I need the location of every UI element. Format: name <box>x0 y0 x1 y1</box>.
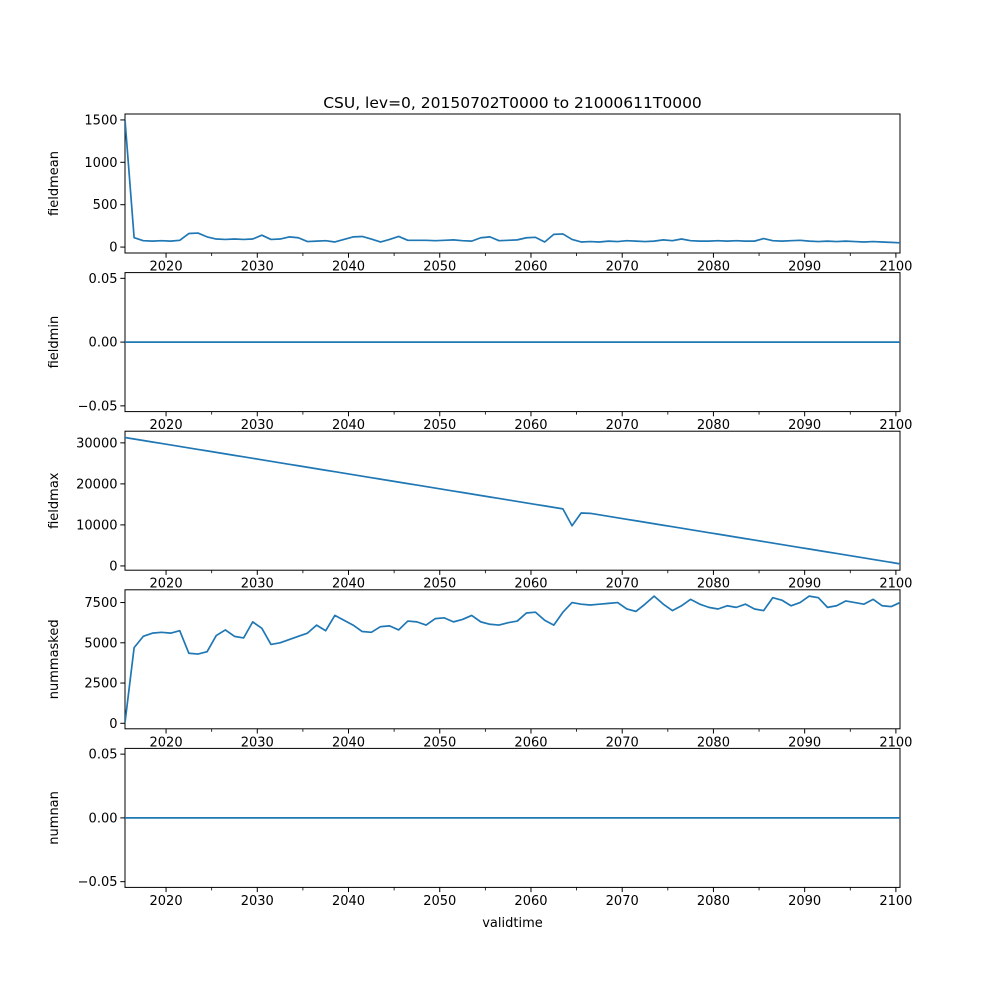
y-tick-label: 0 <box>109 717 117 732</box>
y-tick-label: 0.00 <box>89 811 118 826</box>
x-tick-label: 2070 <box>606 260 639 275</box>
x-tick-label: 2050 <box>423 577 456 592</box>
y-tick-label: −0.05 <box>78 875 118 890</box>
x-axis-label: validtime <box>482 916 543 931</box>
x-axis: 2020 2030 2040 2050 2060 2070 2080 2090 2100 <box>150 887 912 909</box>
nummasked-line <box>125 595 900 724</box>
y-axis: −0.05 0.00 0.05 <box>78 272 125 414</box>
y-tick-label: 0 <box>109 559 117 574</box>
x-tick-label: 2050 <box>423 735 456 750</box>
axes-box <box>124 113 901 254</box>
x-tick-label: 2080 <box>697 418 730 433</box>
x-tick-label: 2040 <box>332 418 365 433</box>
x-axis: 2020 2030 2040 2050 2060 2070 2080 2090 2100 <box>150 570 912 592</box>
x-tick-label: 2090 <box>788 577 821 592</box>
x-tick-label: 2050 <box>423 894 456 909</box>
x-tick-label: 2090 <box>788 418 821 433</box>
x-tick-label: 2060 <box>514 735 547 750</box>
x-tick-label: 2060 <box>514 577 547 592</box>
y-tick-label: 5000 <box>84 636 117 651</box>
y-axis: −0.05 0.00 0.05 <box>78 748 125 890</box>
subplot-fieldmax: 2020 2030 2040 2050 2060 2070 2080 2090 2100 0 100… <box>47 430 912 592</box>
y-tick-label: 0 <box>109 241 117 256</box>
x-tick-label: 2030 <box>241 418 274 433</box>
y-axis-label: nummasked <box>47 619 62 699</box>
x-tick-label: 2040 <box>332 735 365 750</box>
x-tick-label: 2060 <box>514 418 547 433</box>
x-tick-label: 2090 <box>788 894 821 909</box>
x-tick-label: 2080 <box>697 735 730 750</box>
subplot-fieldmean: 2020 2030 2040 2050 2060 2070 2080 2090 2100 0 500… <box>47 113 912 274</box>
x-tick-label: 2100 <box>879 260 912 275</box>
x-tick-label: 2090 <box>788 735 821 750</box>
x-tick-label: 2100 <box>879 894 912 909</box>
x-tick-label: 2100 <box>879 577 912 592</box>
x-tick-label: 2090 <box>788 260 821 275</box>
fieldmean-line <box>125 119 900 244</box>
x-tick-label: 2060 <box>514 260 547 275</box>
x-tick-label: 2080 <box>697 577 730 592</box>
x-tick-label: 2020 <box>150 894 183 909</box>
y-tick-label: 2500 <box>84 677 117 692</box>
x-tick-label: 2030 <box>241 260 274 275</box>
figure-title: CSU, lev=0, 20150702T0000 to 21000611T00… <box>323 94 702 112</box>
x-tick-label: 2070 <box>606 418 639 433</box>
y-tick-label: 20000 <box>76 477 117 492</box>
y-tick-label: 1500 <box>84 113 117 128</box>
x-tick-label: 2080 <box>697 894 730 909</box>
x-tick-label: 2050 <box>423 418 456 433</box>
y-axis-label: fieldmax <box>47 472 62 529</box>
y-tick-label: 1000 <box>84 156 117 171</box>
x-tick-label: 2040 <box>332 260 365 275</box>
y-tick-label: 30000 <box>76 436 117 451</box>
x-tick-label: 2020 <box>150 577 183 592</box>
subplot-numnan: 2020 2030 2040 2050 2060 2070 2080 2090 2100 −0.0… <box>47 748 912 909</box>
y-axis: 0 10000 20000 30000 <box>76 436 125 574</box>
x-tick-label: 2040 <box>332 894 365 909</box>
x-tick-label: 2020 <box>150 260 183 275</box>
x-tick-label: 2050 <box>423 260 456 275</box>
x-tick-label: 2040 <box>332 577 365 592</box>
x-tick-label: 2030 <box>241 577 274 592</box>
x-axis: 2020 2030 2040 2050 2060 2070 2080 2090 2100 <box>150 253 912 275</box>
x-tick-label: 2070 <box>606 577 639 592</box>
subplot-fieldmin: 2020 2030 2040 2050 2060 2070 2080 2090 2100 −0.0… <box>47 272 912 433</box>
fieldmax-line <box>125 436 900 565</box>
x-axis: 2020 2030 2040 2050 2060 2070 2080 2090 2100 <box>150 728 912 750</box>
x-tick-label: 2020 <box>150 735 183 750</box>
x-axis: 2020 2030 2040 2050 2060 2070 2080 2090 2100 <box>150 411 912 433</box>
axes-box <box>124 589 901 730</box>
y-axis: 0 500 1000 1500 <box>84 113 125 256</box>
y-tick-label: 0.05 <box>89 748 118 763</box>
x-tick-label: 2060 <box>514 894 547 909</box>
x-tick-label: 2070 <box>606 894 639 909</box>
x-tick-label: 2100 <box>879 418 912 433</box>
y-tick-label: 10000 <box>76 518 117 533</box>
y-tick-label: 0.05 <box>89 272 118 287</box>
x-tick-label: 2030 <box>241 735 274 750</box>
x-tick-label: 2100 <box>879 735 912 750</box>
y-tick-label: 500 <box>93 198 118 213</box>
subplot-nummasked: 2020 2030 2040 2050 2060 2070 2080 2090 2100 0 250… <box>47 589 912 750</box>
x-tick-label: 2070 <box>606 735 639 750</box>
x-tick-label: 2080 <box>697 260 730 275</box>
y-tick-label: −0.05 <box>78 399 118 414</box>
x-tick-label: 2020 <box>150 418 183 433</box>
y-axis: 0 2500 5000 7500 <box>84 596 125 732</box>
y-axis-label: fieldmin <box>47 316 62 369</box>
y-axis-label: fieldmean <box>47 151 62 216</box>
y-tick-label: 0.00 <box>89 336 118 351</box>
x-tick-label: 2030 <box>241 894 274 909</box>
y-axis-label: numnan <box>47 791 62 845</box>
y-tick-label: 7500 <box>84 596 117 611</box>
